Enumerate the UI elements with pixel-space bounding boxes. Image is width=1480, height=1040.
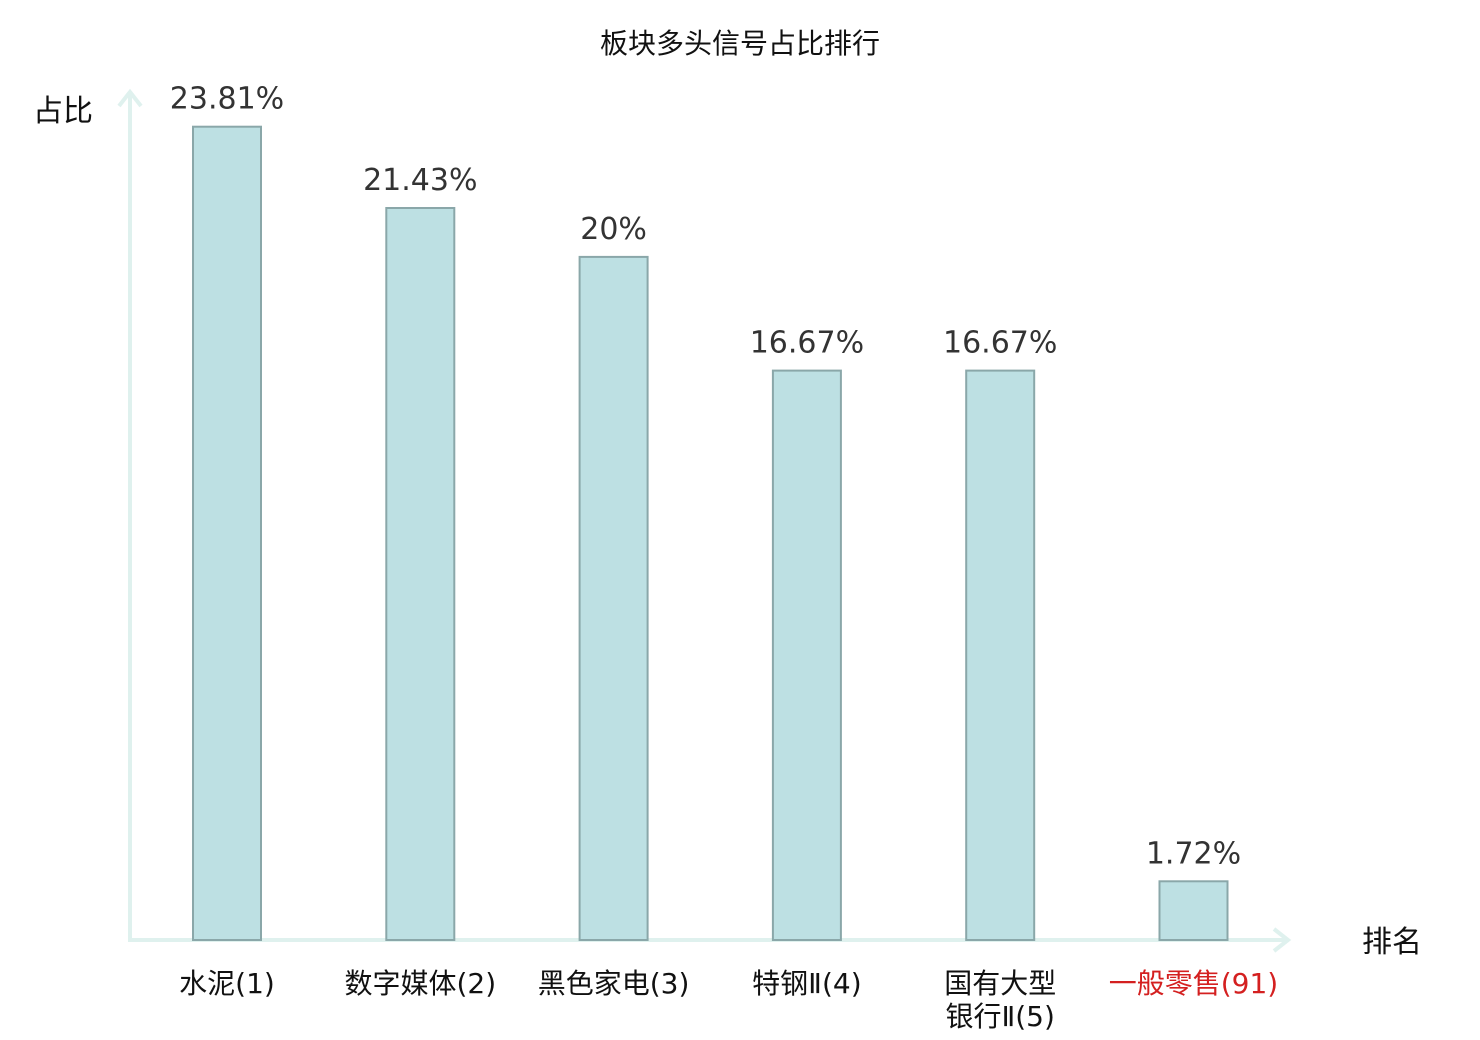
x-axis-arrow: [1272, 927, 1292, 953]
category-label-5-line-1: 国有大型: [944, 967, 1056, 1000]
category-label-4: 特钢Ⅱ(4): [752, 967, 861, 1000]
value-label-1: 23.81%: [170, 82, 284, 117]
value-label-3: 20%: [580, 212, 647, 247]
chart-title: 板块多头信号占比排行: [600, 27, 880, 60]
value-label-5: 16.67%: [943, 326, 1057, 361]
category-label-1: 水泥(1): [179, 967, 275, 1000]
bar-6: [1158, 880, 1229, 941]
bar-series: [192, 125, 1229, 942]
bar-4: [771, 369, 842, 942]
bar-2: [385, 207, 456, 941]
category-label-3: 黑色家电(3): [538, 967, 690, 1000]
category-labels: 水泥(1) 数字媒体(2) 黑色家电(3) 特钢Ⅱ(4) 国有大型银行Ⅱ(5) 一般零售(…: [179, 967, 1278, 1033]
category-label-3-line-1: 黑色家电(3): [538, 967, 690, 1000]
value-label-2: 21.43%: [363, 163, 477, 198]
y-axis-title: 占比: [33, 94, 93, 129]
bar-5: [965, 369, 1036, 942]
category-label-5-line-2: 银行Ⅱ(5): [945, 1000, 1054, 1033]
value-labels: 23.81% 21.43% 20% 16.67% 16.67% 1.72%: [170, 82, 1241, 872]
category-label-5: 国有大型银行Ⅱ(5): [944, 967, 1056, 1033]
bar-1: [192, 125, 262, 941]
y-axis-arrow: [117, 88, 143, 108]
value-label-6: 1.72%: [1146, 836, 1241, 871]
category-label-2: 数字媒体(2): [344, 967, 496, 1000]
x-axis-title: 排名: [1362, 925, 1422, 960]
category-label-1-line-1: 水泥(1): [179, 967, 275, 1000]
category-label-6: 一般零售(91): [1109, 967, 1278, 1000]
y-axis: 占比: [33, 88, 143, 940]
x-axis: 排名: [128, 925, 1422, 960]
category-label-4-line-1: 特钢Ⅱ(4): [752, 967, 861, 1000]
category-label-2-line-1: 数字媒体(2): [344, 967, 496, 1000]
bar-3: [578, 255, 649, 941]
category-label-6-line-1: 一般零售(91): [1109, 967, 1278, 1000]
value-label-4: 16.67%: [750, 326, 864, 361]
